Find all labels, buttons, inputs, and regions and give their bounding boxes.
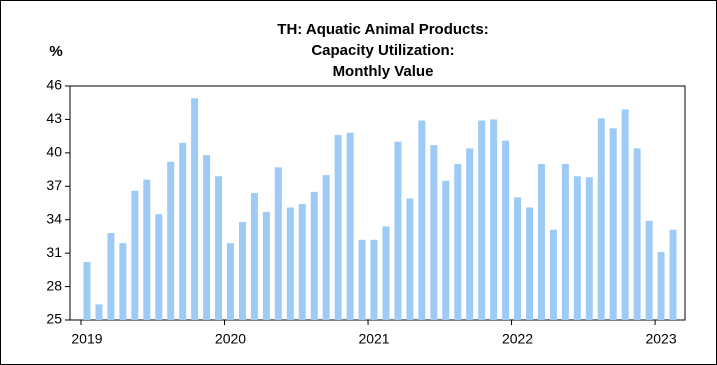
bar [442, 180, 450, 320]
bar [83, 262, 91, 320]
bar [478, 120, 486, 321]
y-tick-label: 34 [46, 210, 62, 226]
bar [167, 161, 175, 320]
bar [657, 252, 665, 320]
bar [549, 229, 557, 320]
bar [262, 211, 270, 320]
bar [645, 220, 653, 320]
chart-title: Capacity Utilization: [311, 42, 454, 59]
bar [669, 229, 677, 320]
bar [466, 148, 474, 320]
y-tick-label: 25 [46, 311, 62, 327]
y-tick-label: 37 [46, 177, 62, 193]
bar [322, 175, 330, 320]
bar [502, 140, 510, 320]
bar [585, 177, 593, 320]
bar [406, 198, 414, 320]
bar [203, 155, 211, 320]
bar [215, 176, 223, 320]
bar [298, 204, 306, 320]
bar [286, 207, 294, 320]
bar [250, 192, 258, 320]
bar [155, 214, 163, 320]
bar [238, 221, 246, 320]
bar [418, 120, 426, 321]
bar [191, 98, 199, 320]
y-tick-label: 40 [46, 144, 62, 160]
bar [561, 164, 569, 320]
y-axis-label: % [49, 43, 62, 60]
chart-title: TH: Aquatic Animal Products: [277, 21, 488, 38]
bar [346, 132, 354, 320]
bar [274, 167, 282, 320]
bar [633, 148, 641, 320]
x-tick-label: 2020 [215, 331, 246, 347]
bar [131, 190, 139, 320]
x-tick-label: 2023 [645, 331, 676, 347]
bar [537, 164, 545, 320]
y-tick-label: 28 [46, 277, 62, 293]
bar [394, 141, 402, 320]
chart-title: Monthly Value [333, 63, 434, 80]
bar [107, 233, 115, 320]
bar [227, 243, 234, 320]
bar [573, 176, 581, 320]
bar [621, 109, 629, 321]
bar [358, 239, 366, 320]
bar [490, 119, 498, 320]
x-tick-label: 2021 [358, 331, 389, 347]
bar [310, 191, 318, 320]
y-tick-label: 43 [46, 110, 62, 126]
bar [430, 145, 438, 320]
bar [382, 226, 390, 320]
x-tick-label: 2019 [71, 331, 102, 347]
bar [334, 135, 342, 320]
bar [179, 142, 187, 320]
bar [609, 128, 617, 320]
bar [514, 197, 522, 320]
bar [597, 118, 605, 320]
bar [143, 179, 151, 320]
bar [454, 164, 462, 320]
x-tick-label: 2022 [502, 331, 533, 347]
y-tick-label: 31 [46, 244, 62, 260]
bar [95, 304, 103, 320]
bar [119, 243, 127, 320]
bar [526, 207, 533, 320]
bar [370, 239, 378, 320]
y-tick-label: 46 [46, 77, 62, 93]
